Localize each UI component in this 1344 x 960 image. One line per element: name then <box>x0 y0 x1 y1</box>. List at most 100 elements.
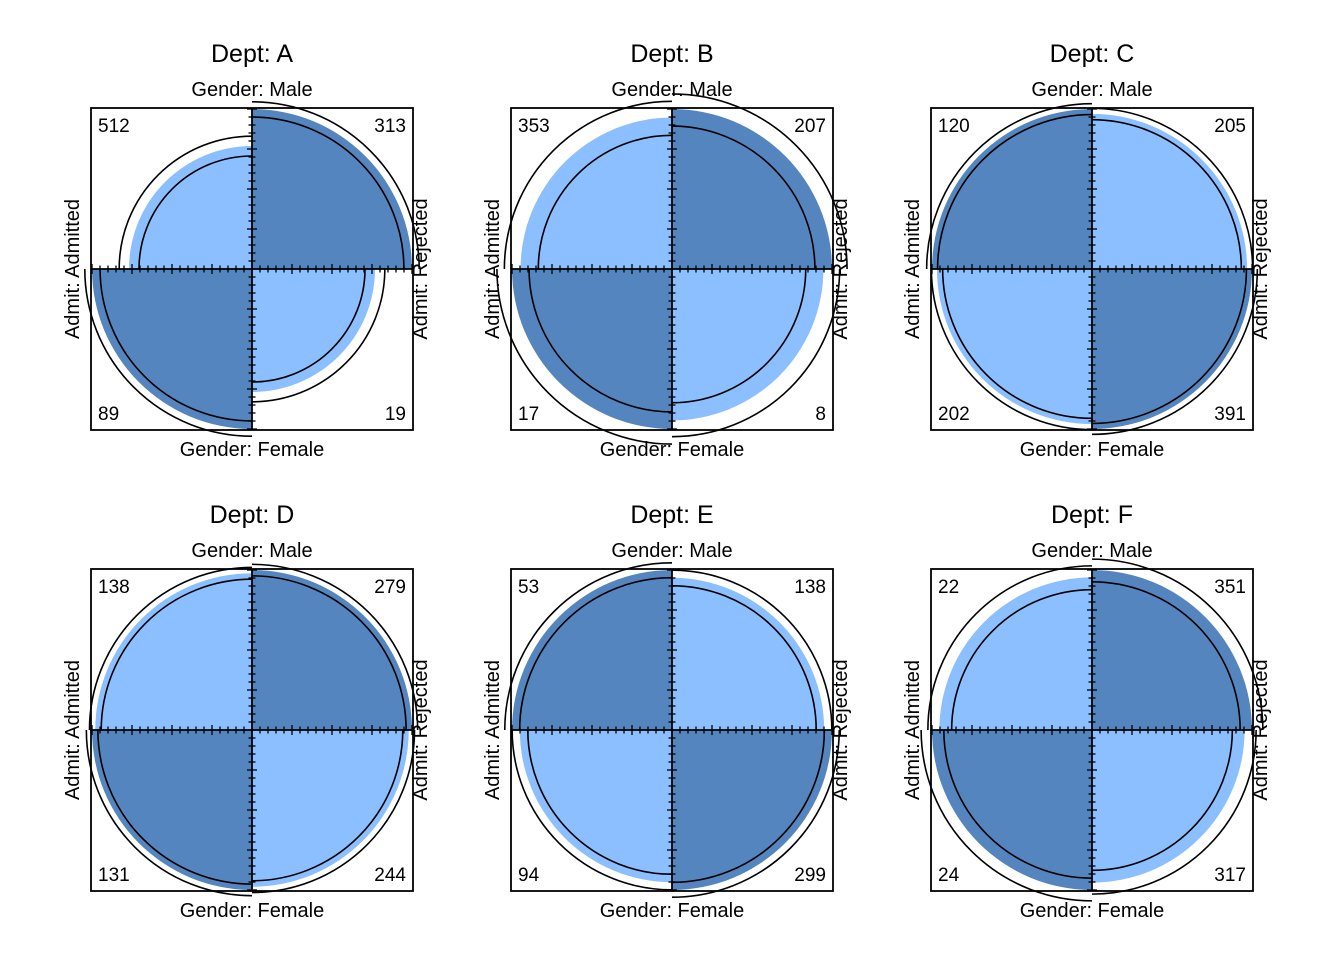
left-label: Admit: Admitted <box>902 660 924 800</box>
confidence-ring-lo-female-admitted <box>83 268 253 438</box>
wedge-male-rejected <box>252 570 412 730</box>
confidence-ring-lo-female-admitted <box>496 268 673 445</box>
confidence-ring-lo-male-admitted <box>950 588 1093 731</box>
bottom-label: Gender: Female <box>1020 439 1165 461</box>
count-female-rejected: 244 <box>374 865 406 886</box>
right-label: Admit: Rejected <box>1250 198 1272 339</box>
wedge-female-admitted <box>519 730 672 883</box>
confidence-ring-hi-female-rejected <box>1091 729 1257 895</box>
confidence-ring-hi-female-rejected <box>251 729 416 894</box>
bottom-label: Gender: Female <box>600 900 745 922</box>
count-male-admitted: 138 <box>98 577 130 598</box>
count-female-rejected: 391 <box>1214 404 1246 425</box>
confidence-ring-lo-female-admitted <box>920 729 1093 902</box>
confidence-ring-lo-male-rejected <box>1091 107 1254 270</box>
confidence-ring-hi-male-rejected <box>671 125 816 270</box>
right-label: Admit: Rejected <box>410 198 432 339</box>
top-label: Gender: Male <box>1031 540 1152 562</box>
confidence-ring-lo-female-rejected <box>1091 268 1248 425</box>
count-female-rejected: 299 <box>794 865 826 886</box>
confidence-ring-hi-female-admitted <box>526 729 673 876</box>
wedge-female-rejected <box>1092 730 1245 883</box>
confidence-ring-hi-female-rejected <box>671 729 841 899</box>
right-label: Admit: Rejected <box>410 659 432 800</box>
panel-depta: Dept: A Gender: Male Gender: Female Admit: … <box>62 40 432 461</box>
confidence-ring-lo-female-rejected <box>1091 729 1234 872</box>
right-label: Admit: Rejected <box>830 659 852 800</box>
bottom-label: Gender: Female <box>600 439 745 461</box>
panel-deptd: Dept: D Gender: Male Gender: Female Admit: … <box>62 501 432 922</box>
confidence-ring-lo-female-rejected <box>671 268 807 404</box>
wedge-female-admitted <box>932 730 1092 890</box>
count-male-admitted: 22 <box>938 577 959 598</box>
confidence-ring-lo-female-rejected <box>251 729 404 882</box>
wedge-female-rejected <box>252 269 375 392</box>
right-label: Admit: Rejected <box>830 198 852 339</box>
confidence-ring-hi-male-admitted <box>503 561 673 731</box>
count-male-admitted: 53 <box>518 577 539 598</box>
count-male-rejected: 138 <box>794 577 826 598</box>
confidence-ring-hi-male-admitted <box>88 566 253 731</box>
confidence-ring-hi-female-admitted <box>941 268 1093 420</box>
confidence-ring-lo-female-admitted <box>930 268 1093 431</box>
count-female-rejected: 317 <box>1214 865 1246 886</box>
bottom-label: Gender: Female <box>180 900 325 922</box>
wedge-male-rejected <box>252 109 412 269</box>
panel-title: Dept: E <box>630 501 713 529</box>
wedge-female-admitted <box>92 269 252 429</box>
panel-title: Dept: D <box>210 501 295 529</box>
top-label: Gender: Male <box>611 79 732 101</box>
confidence-ring-hi-female-admitted <box>99 268 253 422</box>
confidence-ring-hi-male-rejected <box>671 584 818 731</box>
wedge-male-admitted <box>95 573 252 730</box>
panel-title: Dept: B <box>630 40 713 68</box>
wedge-male-admitted <box>512 570 672 730</box>
count-female-admitted: 131 <box>98 865 130 886</box>
panel-deptc: Dept: C Gender: Male Gender: Female Admit: … <box>902 40 1272 461</box>
left-label: Admit: Admitted <box>62 199 84 339</box>
left-label: Admit: Admitted <box>902 199 924 339</box>
confidence-ring-hi-female-rejected <box>671 268 841 438</box>
panel-frame <box>90 568 414 892</box>
count-female-admitted: 24 <box>938 865 960 886</box>
bottom-label: Gender: Female <box>1020 900 1165 922</box>
panel-title: Dept: F <box>1051 501 1133 529</box>
wedge-male-admitted <box>129 146 252 269</box>
confidence-ring-hi-male-rejected <box>251 575 407 731</box>
confidence-ring-hi-female-admitted <box>97 729 253 885</box>
count-female-rejected: 8 <box>815 404 826 425</box>
confidence-ring-hi-male-rejected <box>251 116 405 270</box>
confidence-ring-lo-female-rejected <box>671 729 826 884</box>
wedge-male-rejected <box>1092 570 1252 730</box>
bottom-label: Gender: Female <box>180 439 325 461</box>
confidence-ring-hi-female-rejected <box>251 268 386 403</box>
wedge-female-rejected <box>1092 269 1252 429</box>
confidence-ring-hi-female-admitted <box>943 729 1093 879</box>
confidence-ring-hi-male-admitted <box>118 135 253 270</box>
wedge-female-admitted <box>92 730 252 890</box>
count-female-admitted: 202 <box>938 404 970 425</box>
count-female-rejected: 19 <box>385 404 406 425</box>
panel-deptf: Dept: F Gender: Male Gender: Female Admit: … <box>902 501 1272 922</box>
confidence-ring-hi-male-admitted <box>927 565 1093 731</box>
count-male-admitted: 120 <box>938 116 970 137</box>
wedge-male-admitted <box>520 117 672 269</box>
count-female-admitted: 94 <box>518 865 540 886</box>
wedge-male-admitted <box>939 577 1092 730</box>
count-female-admitted: 17 <box>518 404 539 425</box>
confidence-ring-hi-male-rejected <box>1091 581 1241 731</box>
confidence-ring-hi-male-rejected <box>1091 118 1243 270</box>
count-male-rejected: 207 <box>794 116 826 137</box>
panel-frame <box>510 107 834 431</box>
count-male-rejected: 313 <box>374 116 406 137</box>
panel-frame <box>510 568 834 892</box>
wedge-female-admitted <box>936 269 1092 425</box>
confidence-ring-lo-male-rejected <box>251 100 421 270</box>
left-label: Admit: Admitted <box>482 660 504 800</box>
count-male-rejected: 205 <box>1214 116 1246 137</box>
confidence-ring-hi-female-admitted <box>528 268 673 413</box>
confidence-ring-lo-male-admitted <box>100 578 253 731</box>
wedge-male-rejected <box>1092 113 1248 269</box>
count-female-admitted: 89 <box>98 404 119 425</box>
